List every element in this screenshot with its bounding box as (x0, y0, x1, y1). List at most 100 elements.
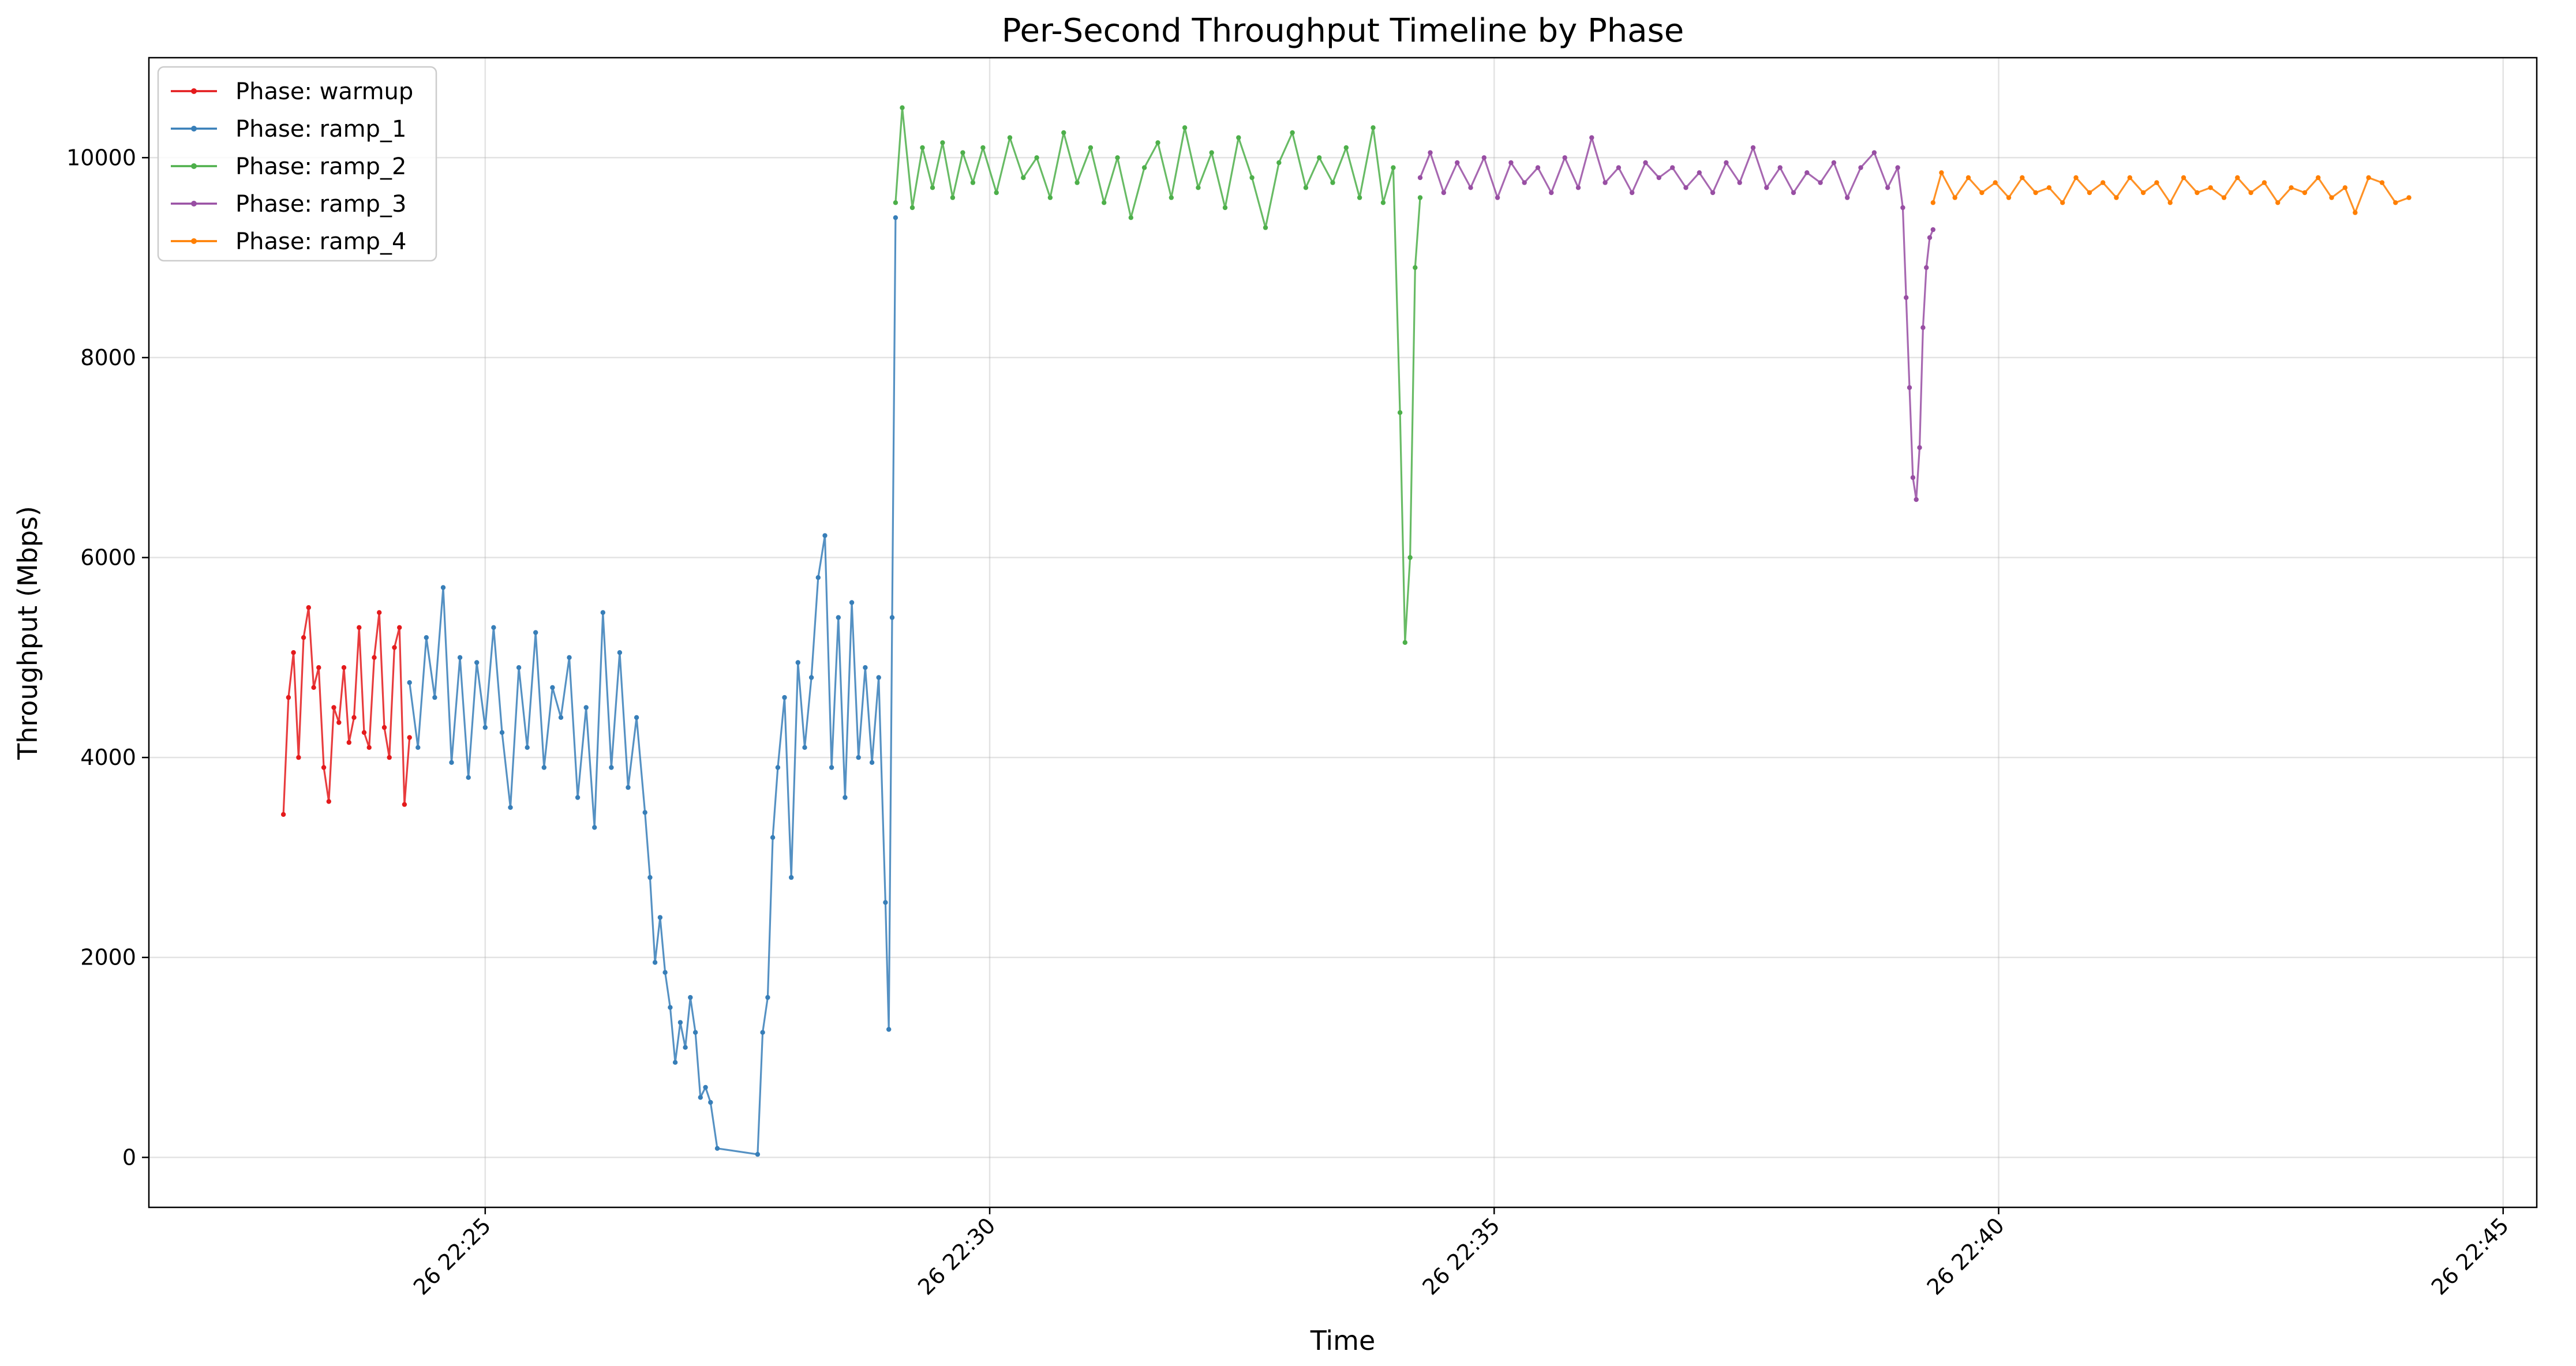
data-point (1303, 185, 1309, 190)
data-point (286, 695, 291, 700)
y-tick-label: 4000 (80, 745, 136, 770)
data-point (1021, 175, 1026, 181)
data-point (280, 812, 286, 817)
data-point (1616, 165, 1622, 170)
series-layer (280, 105, 2412, 1157)
x-axis-label: Time (1310, 1325, 1376, 1356)
data-point (474, 660, 480, 665)
data-point (1818, 180, 1823, 185)
data-point (424, 635, 429, 640)
y-tick-label: 6000 (80, 545, 136, 571)
data-point (677, 1020, 683, 1025)
data-point (316, 665, 321, 670)
data-point (815, 575, 821, 580)
data-point (2406, 195, 2412, 200)
data-point (1468, 185, 1473, 190)
data-point (1589, 135, 1594, 140)
legend: Phase: warmup Phase: ramp_1 Phase: ramp_2 P… (157, 66, 437, 262)
data-point (351, 715, 357, 720)
legend-box (157, 66, 437, 262)
data-point (1549, 190, 1554, 196)
data-point (533, 630, 538, 635)
data-point (1102, 200, 1107, 205)
legend-items: Phase: warmup Phase: ramp_1 Phase: ramp_2 P… (171, 78, 413, 255)
data-point (1397, 410, 1403, 415)
data-point (869, 760, 875, 765)
data-point (1128, 215, 1134, 220)
data-point (775, 765, 781, 770)
data-point (634, 715, 639, 720)
data-point (1895, 165, 1900, 170)
data-point (647, 875, 653, 880)
data-point (1643, 160, 1648, 166)
y-tick-label: 2000 (80, 945, 136, 970)
data-point (1804, 170, 1810, 175)
data-point (2393, 200, 2398, 205)
data-point (1061, 130, 1066, 136)
data-point (1357, 195, 1362, 200)
data-point (1417, 195, 1423, 200)
data-point (1330, 180, 1335, 185)
data-point (387, 755, 392, 760)
data-point (765, 995, 770, 1000)
data-point (1562, 155, 1567, 160)
data-point (357, 625, 362, 631)
data-point (1508, 160, 1514, 166)
data-point (407, 680, 412, 685)
data-point (930, 185, 935, 190)
data-point (466, 775, 471, 780)
data-point (1391, 165, 1396, 170)
data-point (2275, 200, 2281, 205)
series-line (282, 606, 411, 815)
series-3 (893, 105, 1423, 646)
y-tick-label: 8000 (80, 345, 136, 370)
data-point (662, 970, 668, 975)
data-point (361, 730, 367, 735)
data-point (782, 695, 787, 700)
data-point (1249, 175, 1255, 181)
data-point (886, 1027, 892, 1032)
data-point (346, 740, 351, 745)
data-point (508, 805, 513, 810)
data-point (692, 1030, 698, 1035)
data-point (829, 765, 834, 770)
data-point (392, 645, 397, 650)
data-point (1371, 125, 1376, 130)
data-point (770, 835, 776, 840)
data-point (525, 745, 530, 750)
data-point (583, 705, 589, 710)
data-point (1900, 205, 1905, 211)
data-point (407, 735, 412, 740)
data-point (550, 685, 555, 690)
data-point (1670, 165, 1675, 170)
data-point (849, 600, 855, 605)
data-point (1522, 180, 1527, 185)
data-point (2060, 200, 2065, 205)
data-point (703, 1084, 708, 1090)
data-point (1930, 227, 1935, 232)
data-point (499, 730, 505, 735)
data-point (889, 615, 895, 620)
data-point (893, 200, 898, 205)
data-point (1791, 190, 1796, 196)
data-point (1455, 160, 1460, 166)
series-5 (1930, 170, 2412, 215)
data-point (1724, 160, 1729, 166)
data-point (2366, 175, 2371, 181)
data-point (1535, 165, 1541, 170)
data-point (2379, 180, 2385, 185)
data-point (1930, 200, 1935, 205)
data-point (900, 105, 905, 110)
data-point (2342, 185, 2347, 190)
legend-swatch-marker (191, 163, 197, 169)
data-point (1831, 160, 1837, 166)
data-point (893, 215, 898, 220)
data-point (1777, 165, 1783, 170)
data-point (856, 755, 861, 760)
data-point (336, 720, 342, 725)
data-point (1924, 265, 1929, 271)
data-point (668, 1005, 673, 1010)
data-point (760, 1030, 765, 1035)
data-point (2167, 200, 2173, 205)
data-point (2127, 175, 2132, 181)
